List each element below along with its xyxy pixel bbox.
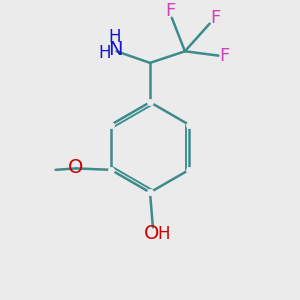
Text: N: N [108, 40, 122, 59]
Text: H: H [109, 28, 121, 46]
Text: F: F [165, 2, 176, 20]
Text: F: F [210, 9, 220, 27]
Text: H: H [158, 225, 170, 243]
Text: O: O [144, 224, 160, 243]
Text: F: F [220, 46, 230, 64]
Text: H: H [98, 44, 111, 62]
Text: O: O [68, 158, 83, 177]
